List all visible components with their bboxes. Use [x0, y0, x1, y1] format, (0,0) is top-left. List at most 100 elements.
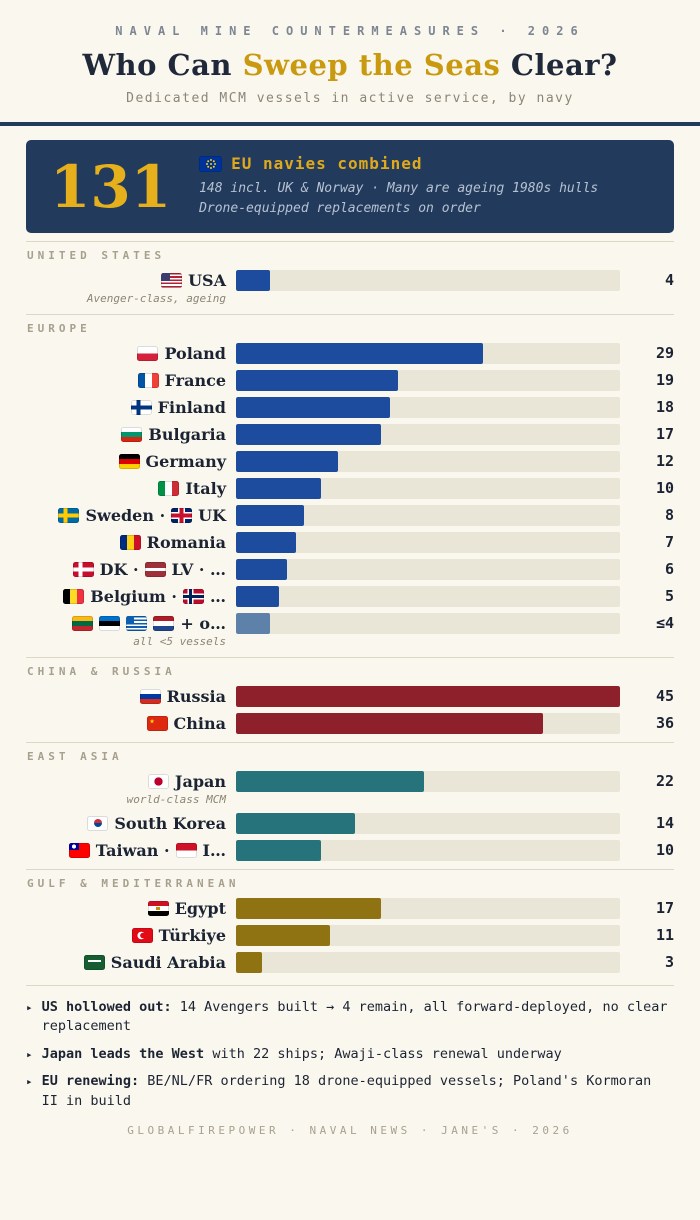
row-label: USA Avenger-class, ageing: [26, 270, 226, 306]
row-label-text: USA: [188, 271, 226, 291]
row-label-line: Bulgaria: [26, 424, 226, 445]
row-label-text: LV · …: [171, 560, 226, 580]
bar-value: 5: [664, 587, 674, 606]
flag-fr-icon: [137, 373, 159, 389]
bar: [236, 770, 424, 792]
row-label: Bulgaria: [26, 424, 226, 445]
chart-row-sweden-uk: Sweden · UK 8: [26, 505, 674, 527]
bar-track: [236, 424, 620, 446]
bar-track: [236, 397, 620, 419]
chart-row-saudi-arabia: Saudi Arabia 3: [26, 951, 674, 973]
bar: [236, 685, 620, 707]
flag-be-icon: [63, 589, 85, 605]
row-note: world-class MCM: [126, 792, 226, 806]
flag-tw-icon: [68, 842, 90, 858]
bar-track: [236, 478, 620, 500]
chart-row-other-eu: + o… all <5 vessels ≤4: [26, 613, 674, 649]
footnote-bullet-icon: ▸: [26, 1047, 33, 1061]
footnote-text: Japan leads the West with 22 ships; Awaj…: [42, 1045, 562, 1065]
row-label-line: USA: [26, 270, 226, 291]
row-label: Japan world-class MCM: [26, 771, 226, 807]
bar-value: 36: [655, 713, 674, 732]
bar-value: 10: [655, 840, 674, 859]
bar: [236, 951, 262, 973]
chart-row-belgium-no: Belgium · … 5: [26, 586, 674, 608]
chart-row-usa: USA Avenger-class, ageing 4: [26, 270, 674, 306]
row-label: Egypt: [26, 898, 226, 919]
row-label-text: + o…: [180, 614, 226, 634]
flag-de-icon: [118, 454, 140, 470]
chart-row-bulgaria: Bulgaria 17: [26, 424, 674, 446]
flag-kr-icon: [87, 815, 109, 831]
row-label-line: Egypt: [26, 898, 226, 919]
chart-row-egypt: Egypt 17: [26, 897, 674, 919]
bar: [236, 532, 296, 554]
row-label: Poland: [26, 343, 226, 364]
bar: [236, 613, 271, 635]
chart-row-romania: Romania 7: [26, 532, 674, 554]
bar: [236, 839, 322, 861]
chart: UNITED STATES USA Avenger-class, ageing 4 EU…: [26, 241, 674, 973]
row-label-line: Italy: [26, 478, 226, 499]
row-label-text: Russia: [166, 686, 226, 706]
flag-id-icon: [175, 842, 197, 858]
footnote-bold: EU renewing:: [41, 1073, 140, 1090]
subtitle: Dedicated MCM vessels in active service,…: [126, 91, 574, 106]
row-label-text: Italy: [185, 479, 226, 499]
row-label-line: Finland: [26, 397, 226, 418]
row-label-line: France: [26, 370, 226, 391]
chart-section: CHINA & RUSSIA Russia 45 China 36: [26, 656, 674, 734]
bar-track: [236, 343, 620, 365]
bar-value: 45: [655, 686, 674, 705]
bar-track: [236, 770, 620, 792]
bar-value: 6: [664, 560, 674, 579]
flag-eg-icon: [147, 900, 169, 916]
row-label-text: …: [210, 587, 226, 607]
bar-track: [236, 951, 620, 973]
section-label: EAST ASIA: [27, 749, 123, 763]
row-label-line: Romania: [26, 532, 226, 553]
bar-value: ≤4: [655, 614, 674, 633]
header-rule: [0, 122, 700, 126]
flag-us-icon: [161, 273, 183, 289]
row-label-text: Taiwan ·: [95, 840, 170, 860]
flag-nl-icon: [153, 616, 175, 632]
row-label-text: South Korea: [114, 813, 226, 833]
row-label-text: UK: [198, 506, 226, 526]
flag-cn-icon: [146, 715, 168, 731]
footnote-text: EU renewing: BE/NL/FR ordering 18 drone-…: [42, 1072, 674, 1111]
row-label-line: Sweden · UK: [26, 505, 226, 526]
bar-value: 7: [664, 533, 674, 552]
row-note: Avenger-class, ageing: [86, 292, 226, 306]
row-label-text: I…: [202, 840, 226, 860]
chart-row-china: China 36: [26, 712, 674, 734]
footnote: ▸ Japan leads the West with 22 ships; Aw…: [26, 1045, 674, 1065]
chart-row-dk-lv: DK · LV · … 6: [26, 559, 674, 581]
row-label: Sweden · UK: [26, 505, 226, 526]
row-label-line: Japan: [26, 771, 226, 792]
page-title: Who Can Sweep the Seas Clear?: [0, 48, 700, 82]
chart-row-poland: Poland 29: [26, 343, 674, 365]
bar: [236, 505, 305, 527]
footnote-bold: US hollowed out:: [41, 998, 172, 1015]
bar-track: [236, 505, 620, 527]
footnote-rest: with 22 ships; Awaji-class renewal under…: [204, 1045, 562, 1062]
bar-track: [236, 370, 620, 392]
row-label: Taiwan · I…: [26, 840, 226, 861]
footnote-bullet-icon: ▸: [26, 1000, 33, 1014]
bar-value: 18: [655, 398, 674, 417]
callout-title: EU navies combined: [231, 154, 423, 173]
bar: [236, 343, 484, 365]
chart-row-france: France 19: [26, 370, 674, 392]
row-label: South Korea: [26, 813, 226, 834]
flag-lt-icon: [72, 616, 94, 632]
kicker: NAVAL MINE COUNTERMEASURES · 2026: [115, 24, 585, 38]
row-label-text: Poland: [164, 344, 226, 364]
bar: [236, 559, 288, 581]
row-label: France: [26, 370, 226, 391]
footnote: ▸ US hollowed out: 14 Avengers built → 4…: [26, 998, 674, 1037]
row-label-line: Taiwan · I…: [26, 840, 226, 861]
footnote-bold: Japan leads the West: [41, 1045, 205, 1062]
bar: [236, 478, 322, 500]
